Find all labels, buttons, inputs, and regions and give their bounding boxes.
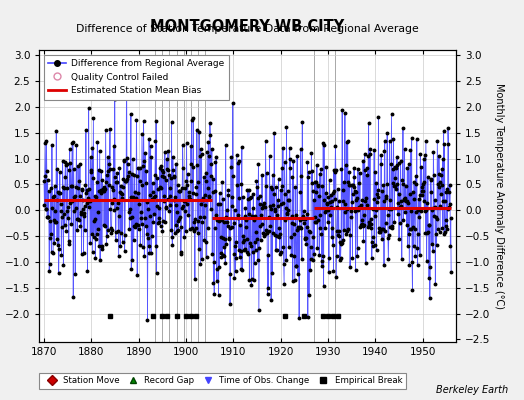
- Y-axis label: Monthly Temperature Anomaly Difference (°C): Monthly Temperature Anomaly Difference (…: [495, 83, 505, 309]
- Text: Berkeley Earth: Berkeley Earth: [436, 385, 508, 395]
- Legend: Station Move, Record Gap, Time of Obs. Change, Empirical Break: Station Move, Record Gap, Time of Obs. C…: [39, 373, 406, 389]
- Title: MONTGOMERY WB CITY: MONTGOMERY WB CITY: [150, 18, 345, 34]
- Text: Difference of Station Temperature Data from Regional Average: Difference of Station Temperature Data f…: [76, 24, 419, 34]
